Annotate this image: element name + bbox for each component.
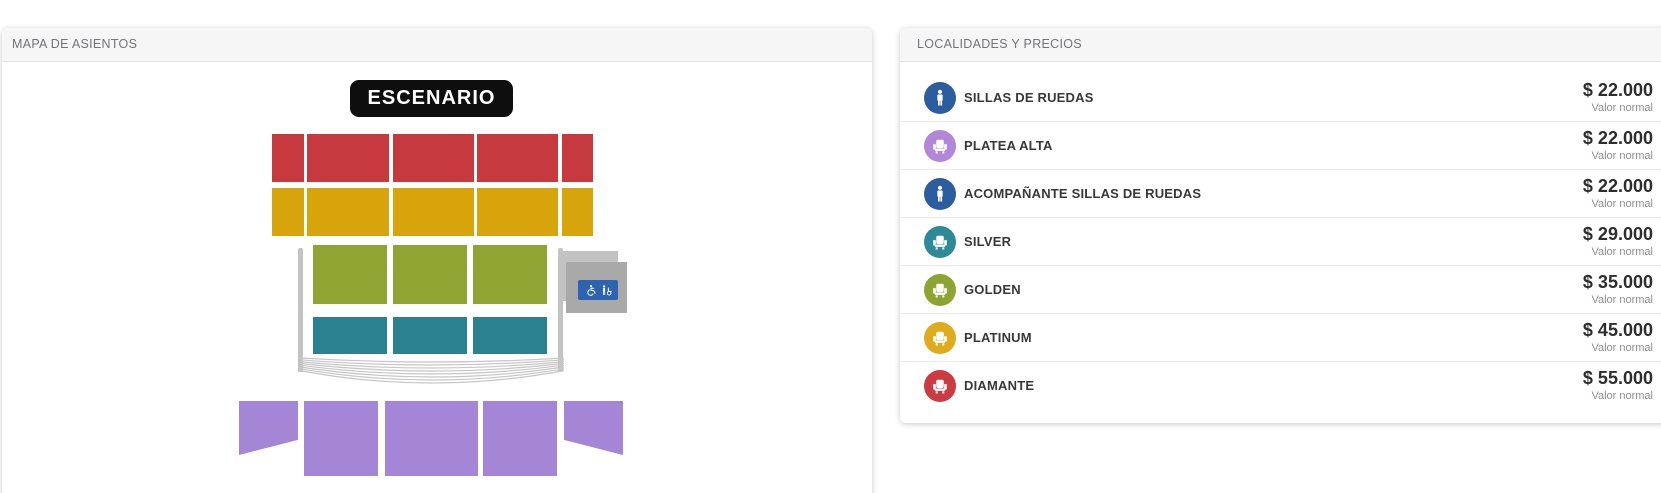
platea-alta-section-block[interactable] [483, 401, 557, 476]
category-label: GOLDEN [964, 282, 1021, 297]
price-list: SILLAS DE RUEDAS $ 22.000 Valor normal P… [900, 62, 1661, 409]
silver-section-block[interactable] [473, 317, 547, 354]
golden-section-block[interactable] [473, 245, 547, 304]
prices-panel-title: LOCALIDADES Y PRECIOS [900, 28, 1661, 62]
seat-map-panel: MAPA DE ASIENTOS ESCENARIO [2, 28, 872, 493]
rail-decor [298, 248, 303, 372]
price-note: Valor normal [1591, 246, 1653, 259]
platinum-section-block[interactable] [307, 188, 389, 236]
price-list-row[interactable]: PLATEA ALTA $ 22.000 Valor normal [900, 121, 1661, 169]
price-note: Valor normal [1591, 198, 1653, 211]
price-box: $ 55.000 Valor normal [1583, 368, 1653, 402]
price-note: Valor normal [1591, 294, 1653, 307]
price-value: $ 22.000 [1582, 176, 1653, 197]
curved-rows-decor [298, 356, 566, 390]
wheelchair-companion-icon [600, 284, 613, 297]
price-list-row[interactable]: SILLAS DE RUEDAS $ 22.000 Valor normal [900, 74, 1661, 121]
diamante-section-block[interactable] [307, 134, 389, 182]
category-label: SILVER [964, 234, 1012, 249]
platea-alta-section-block[interactable] [385, 401, 478, 476]
price-value: $ 45.000 [1582, 320, 1653, 341]
diamante-section-block[interactable] [562, 134, 593, 182]
rail-decor [558, 248, 563, 372]
price-box: $ 45.000 Valor normal [1583, 320, 1653, 354]
price-box: $ 22.000 Valor normal [1583, 80, 1653, 114]
silver-section-block[interactable] [393, 317, 467, 354]
golden-section-block[interactable] [393, 245, 467, 304]
price-list-row[interactable]: GOLDEN $ 35.000 Valor normal [900, 265, 1661, 313]
armchair-icon [924, 369, 956, 402]
diamante-section-block[interactable] [477, 134, 558, 182]
platea-alta-section-block[interactable] [304, 401, 378, 476]
price-list-row[interactable]: SILVER $ 29.000 Valor normal [900, 217, 1661, 265]
category-label: SILLAS DE RUEDAS [964, 90, 1094, 105]
price-list-row[interactable]: ACOMPAÑANTE SILLAS DE RUEDAS $ 22.000 Va… [900, 169, 1661, 217]
wheelchair-icon [584, 284, 597, 297]
golden-section-block[interactable] [313, 245, 387, 304]
price-value: $ 22.000 [1582, 80, 1653, 101]
seat-map: ESCENARIO [2, 28, 872, 493]
diamante-section-block[interactable] [393, 134, 474, 182]
armchair-icon [924, 273, 956, 306]
platea-alta-section-block[interactable] [239, 401, 298, 455]
armchair-icon [924, 321, 956, 354]
platinum-section-block[interactable] [562, 188, 593, 236]
stage-label: ESCENARIO [350, 80, 513, 117]
price-value: $ 29.000 [1582, 224, 1653, 245]
category-label: PLATINUM [964, 330, 1032, 345]
category-label: ACOMPAÑANTE SILLAS DE RUEDAS [964, 186, 1202, 201]
wheelchair-seats[interactable] [578, 280, 618, 300]
price-list-row[interactable]: PLATINUM $ 45.000 Valor normal [900, 313, 1661, 361]
price-list-row[interactable]: DIAMANTE $ 55.000 Valor normal [900, 361, 1661, 409]
person-icon [924, 81, 956, 114]
platinum-section-block[interactable] [477, 188, 558, 236]
platinum-section-block[interactable] [393, 188, 474, 236]
category-label: PLATEA ALTA [964, 138, 1053, 153]
platinum-section-block[interactable] [272, 188, 304, 236]
category-label: DIAMANTE [964, 378, 1035, 393]
silver-section-block[interactable] [313, 317, 387, 354]
price-value: $ 22.000 [1582, 128, 1653, 149]
person-icon [924, 177, 956, 210]
armchair-icon [924, 225, 956, 258]
price-value: $ 55.000 [1582, 368, 1653, 389]
price-box: $ 29.000 Valor normal [1583, 224, 1653, 258]
price-note: Valor normal [1591, 150, 1653, 163]
price-note: Valor normal [1591, 390, 1653, 403]
price-value: $ 35.000 [1582, 272, 1653, 293]
price-note: Valor normal [1591, 342, 1653, 355]
price-note: Valor normal [1591, 102, 1653, 115]
price-box: $ 22.000 Valor normal [1583, 128, 1653, 162]
platea-alta-section-block[interactable] [564, 401, 623, 455]
seat-map-panel-title: MAPA DE ASIENTOS [2, 28, 872, 62]
price-box: $ 35.000 Valor normal [1583, 272, 1653, 306]
armchair-icon [924, 129, 956, 162]
price-box: $ 22.000 Valor normal [1583, 176, 1653, 210]
prices-panel: LOCALIDADES Y PRECIOS SILLAS DE RUEDAS $… [900, 28, 1661, 423]
diamante-section-block[interactable] [272, 134, 304, 182]
